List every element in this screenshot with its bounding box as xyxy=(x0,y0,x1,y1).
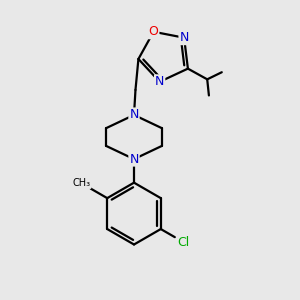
Text: O: O xyxy=(148,25,158,38)
Text: N: N xyxy=(129,109,139,122)
Text: N: N xyxy=(179,31,189,44)
Text: Cl: Cl xyxy=(178,236,190,249)
Text: CH₃: CH₃ xyxy=(73,178,91,188)
Text: N: N xyxy=(155,75,164,88)
Text: N: N xyxy=(129,153,139,166)
